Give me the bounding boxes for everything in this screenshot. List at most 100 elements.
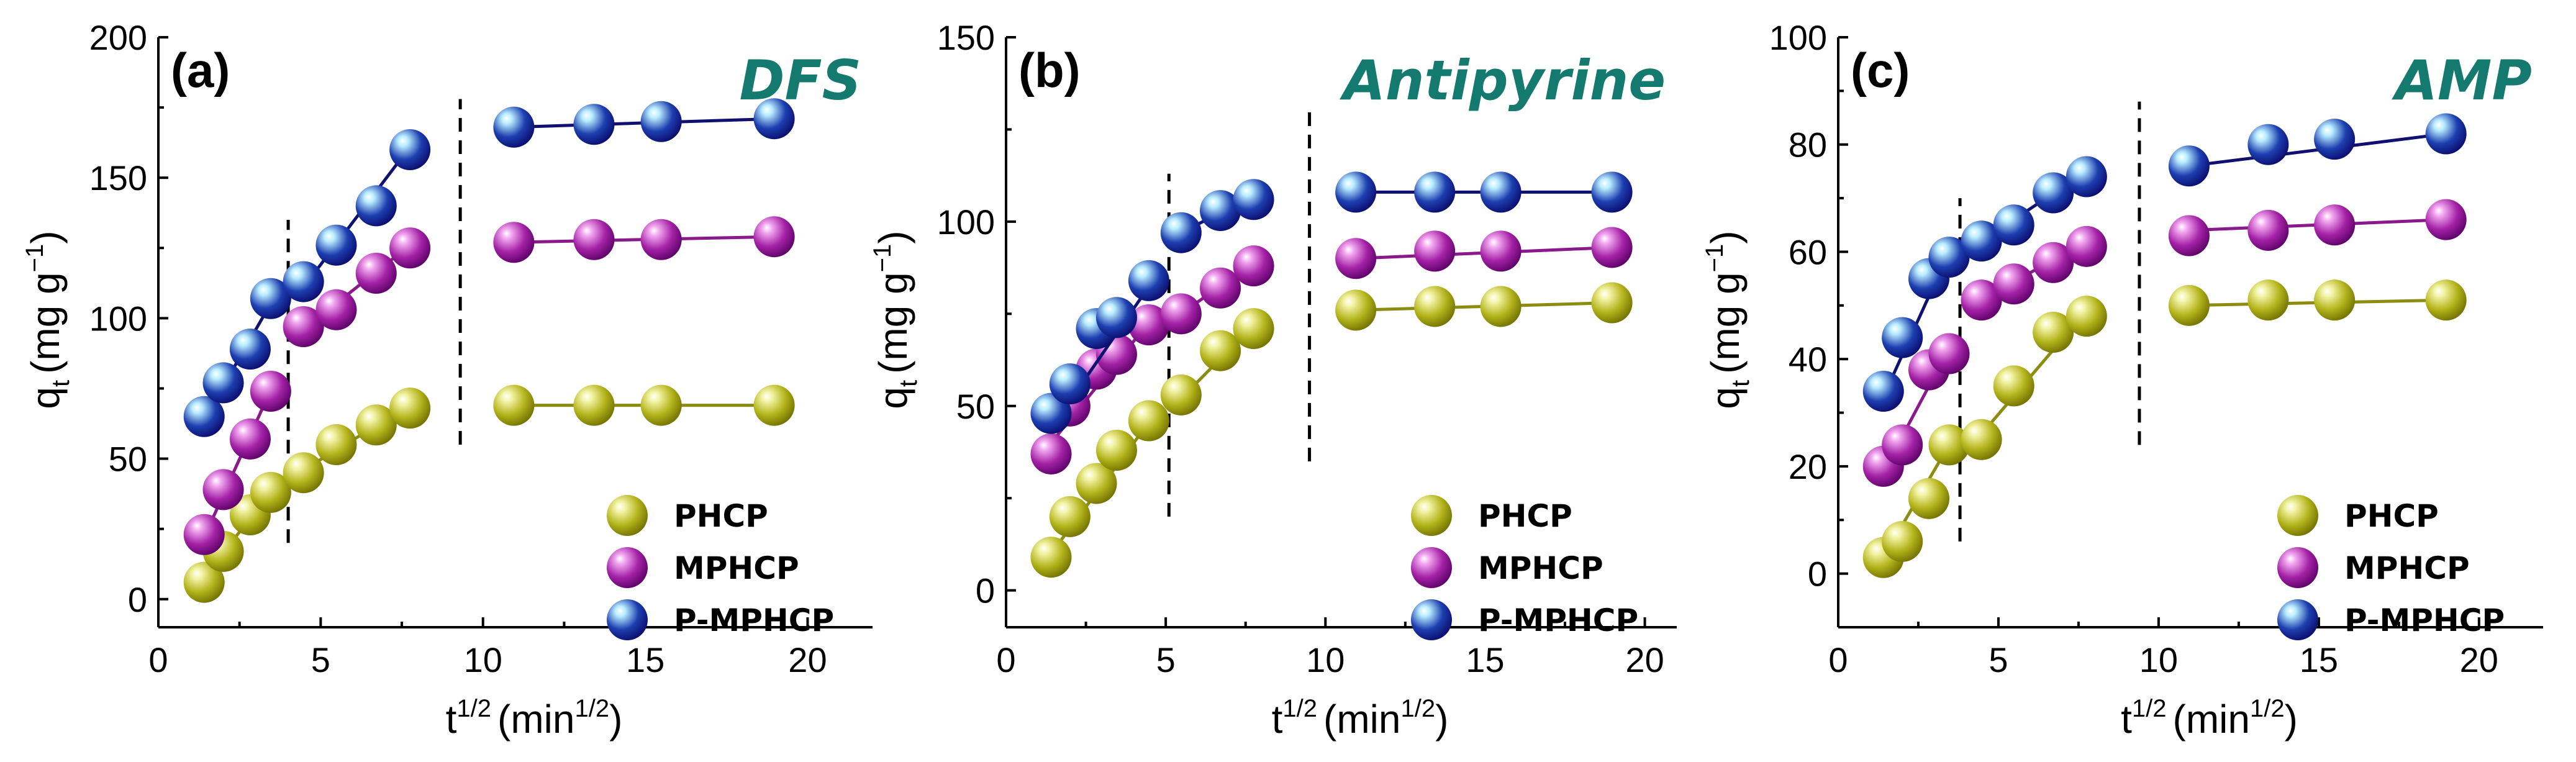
legend-item: P-MPHCP (607, 599, 834, 640)
data-point (1961, 279, 2002, 321)
series-p-mphcp (183, 98, 795, 437)
data-point (389, 227, 431, 269)
data-point (573, 104, 615, 145)
data-point (250, 278, 291, 319)
data-point (2033, 242, 2074, 283)
y-axis-title: qt(mg g−1) (1701, 230, 1754, 409)
data-point (1414, 230, 1456, 272)
y-tick-label: 50 (109, 440, 147, 479)
y-tick-label: 150 (89, 158, 147, 197)
data-point (2168, 284, 2210, 326)
data-point (183, 396, 225, 437)
data-point (1335, 238, 1377, 279)
data-point (2425, 113, 2467, 155)
panel-c: 0 5 10 15 20 0 20 40 60 80 100 t1/2 (min1/2) qt(mg g−… (1701, 18, 2543, 742)
y-tick-label: 100 (1769, 18, 1827, 57)
data-point (2314, 119, 2356, 160)
y-tick-label: 200 (89, 18, 147, 57)
data-point (1095, 430, 1137, 471)
data-point (2314, 204, 2356, 246)
data-point (493, 222, 535, 263)
compound-label: Antipyrine (1340, 48, 1666, 112)
data-point (1128, 304, 1169, 346)
data-point (2425, 199, 2467, 240)
series-phcp (1862, 279, 2467, 578)
data-point (640, 219, 682, 260)
data-point (1200, 190, 1241, 232)
legend-marker (2277, 495, 2318, 536)
data-point (250, 371, 291, 412)
data-point (315, 289, 357, 330)
legend-label: MPHCP (1478, 550, 1603, 586)
y-axis-title: qt(mg g−1) (21, 230, 75, 409)
data-point (183, 561, 225, 603)
data-point (753, 384, 795, 426)
data-point (2066, 296, 2107, 337)
compound-label: DFS (739, 48, 861, 112)
x-tick-label: 0 (148, 640, 168, 679)
data-point (315, 224, 357, 266)
y-tick-label: 20 (1789, 447, 1827, 486)
data-point (1233, 245, 1274, 287)
legend-item: P-MPHCP (2277, 599, 2505, 640)
legend-marker (607, 547, 648, 588)
data-point (1049, 496, 1091, 537)
legend-marker (2277, 547, 2318, 588)
legend-label: P-MPHCP (1478, 602, 1638, 638)
data-point (283, 306, 324, 347)
data-point (315, 424, 357, 465)
data-point (573, 219, 615, 260)
data-point (2168, 215, 2210, 256)
legend-item: PHCP (1411, 495, 1572, 536)
legend-item: PHCP (2277, 495, 2439, 536)
data-point (1882, 424, 1923, 466)
data-point (1095, 297, 1137, 338)
data-point (1200, 330, 1241, 371)
x-tick-label: 0 (996, 640, 1015, 679)
y-tick-label: 0 (128, 580, 147, 619)
series-mphcp (183, 216, 795, 555)
data-point (1335, 289, 1377, 331)
data-point (493, 384, 535, 426)
legend-label: MPHCP (674, 550, 799, 586)
data-point (1591, 171, 1633, 213)
y-tick-label: 150 (937, 18, 995, 57)
x-tick-label: 15 (1466, 640, 1504, 679)
data-point (640, 384, 682, 426)
y-tick-label: 60 (1789, 232, 1827, 271)
data-point (1591, 227, 1633, 268)
y-tick-label: 80 (1789, 125, 1827, 165)
data-point (1233, 308, 1274, 350)
data-point (355, 253, 397, 294)
fit-line (302, 145, 412, 289)
legend-item: MPHCP (2277, 547, 2470, 588)
data-point (1233, 179, 1274, 220)
series-phcp (1030, 282, 1633, 578)
panel-label: (a) (171, 43, 230, 98)
data-point (1160, 374, 1202, 415)
data-point (283, 261, 324, 302)
x-tick-label: 15 (2300, 640, 2338, 679)
panel-label: (b) (1018, 43, 1081, 98)
data-point (2425, 279, 2467, 321)
data-point (1480, 171, 1522, 213)
x-tick-label: 20 (2460, 640, 2498, 679)
data-point (1480, 286, 1522, 327)
data-point (2033, 172, 2074, 214)
y-tick-label: 40 (1789, 340, 1827, 379)
compound-label: AMP (2392, 48, 2532, 112)
legend-label: PHCP (674, 498, 768, 534)
data-point (753, 98, 795, 140)
legend-item: PHCP (607, 495, 768, 536)
data-point (1928, 424, 1970, 466)
panel-label: (c) (1851, 43, 1910, 98)
data-point (1882, 317, 1923, 358)
data-point (2247, 279, 2289, 321)
data-point (1480, 230, 1522, 272)
data-point (1160, 212, 1202, 253)
data-point (202, 362, 244, 404)
series-p-mphcp (1862, 113, 2467, 412)
legend-marker (607, 495, 648, 536)
data-point (1414, 286, 1456, 327)
